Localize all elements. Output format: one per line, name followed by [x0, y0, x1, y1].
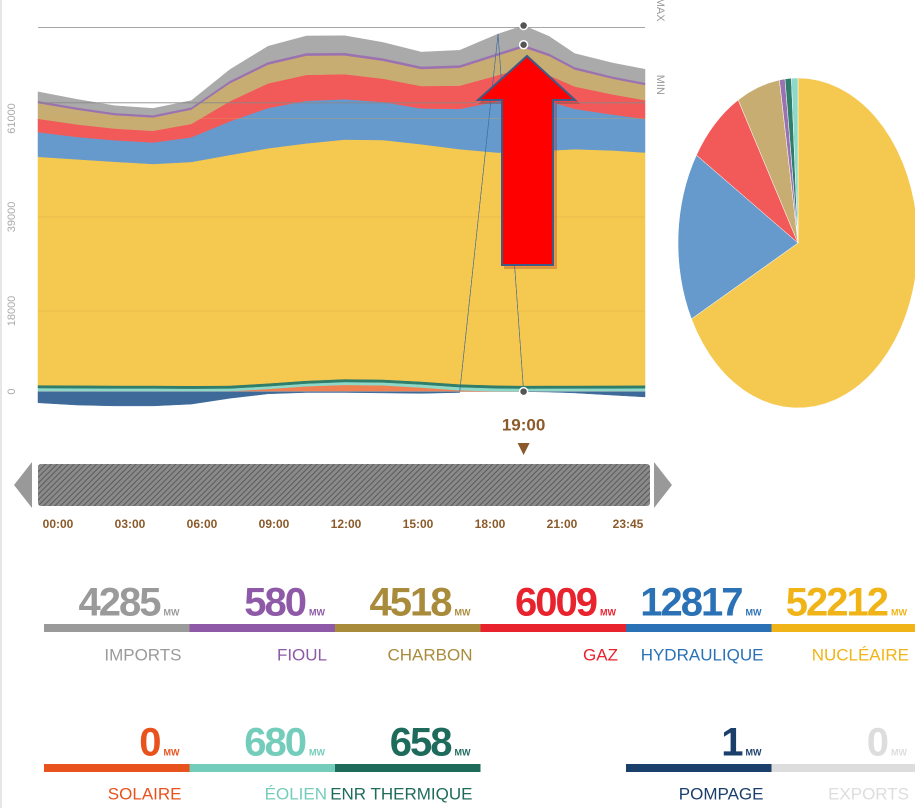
stat-bar	[771, 764, 915, 772]
stat-unit: MW	[455, 607, 471, 617]
cursor-point	[518, 20, 529, 31]
y-tick-label: 39000	[6, 202, 18, 233]
reference-label: MAX	[654, 0, 666, 22]
stat-value: 12817	[640, 581, 742, 625]
stat-name: GAZ	[583, 645, 618, 664]
stat-bar	[44, 624, 190, 632]
area-series	[37, 25, 646, 116]
stat-unit: MW	[309, 607, 325, 617]
stat-bar	[480, 624, 626, 632]
stat-unit: MW	[164, 747, 180, 757]
stats-panel: MW4285IMPORTSMW580FIOULMW4518CHARBONMW60…	[44, 581, 915, 803]
stat-value: 6009	[515, 581, 597, 625]
timeline-right-arrow[interactable]	[654, 462, 672, 508]
stat-bar	[626, 624, 772, 632]
y-tick-label: 61000	[6, 103, 18, 134]
stat-bar	[626, 764, 772, 772]
stat-unit: MW	[746, 747, 762, 757]
timeline-tick-label: 03:00	[115, 517, 146, 531]
timeline-bar[interactable]	[38, 464, 650, 506]
timeline-tick-label: 09:00	[259, 517, 290, 531]
cursor-label: 19:00	[502, 415, 545, 434]
stat-value: 4285	[79, 581, 162, 625]
stat-name: EXPORTS	[828, 784, 909, 803]
stat-value: 580	[244, 581, 305, 625]
stat-name: HYDRAULIQUE	[641, 645, 764, 664]
pie-chart	[677, 77, 915, 409]
cursor-marker	[517, 443, 530, 455]
stat-unit: MW	[600, 607, 616, 617]
stat-value: 0	[139, 721, 160, 765]
stat-unit: MW	[164, 607, 180, 617]
stat-value: 52212	[786, 581, 888, 625]
stat-value: 4518	[370, 581, 453, 625]
stat-unit: MW	[891, 747, 907, 757]
timeline-tick-label: 06:00	[187, 517, 218, 531]
timeline-tick-label: 15:00	[403, 517, 434, 531]
stat-bar	[771, 624, 915, 632]
stat-value: 680	[244, 721, 305, 765]
stat-bar	[335, 624, 481, 632]
stat-unit: MW	[309, 747, 325, 757]
timeline[interactable]: 00:00 03:00 06:00 09:00 12:00 15:00 18:00 21:00…	[14, 462, 672, 531]
stat-unit: MW	[746, 607, 762, 617]
stat-name: NUCLÉAIRE	[812, 645, 909, 664]
stat-unit: MW	[455, 747, 471, 757]
cursor-point	[518, 39, 529, 50]
pie-slice	[791, 77, 799, 244]
stat-name: ÉOLIEN	[265, 784, 327, 803]
timeline-tick-label: 23:45	[613, 517, 644, 531]
stat-name: ENR THERMIQUE	[330, 784, 472, 803]
pie-slice	[691, 77, 915, 409]
stat-name: POMPAGE	[679, 784, 764, 803]
pie-slice	[677, 154, 799, 320]
stat-value: 1	[721, 721, 743, 765]
timeline-tick-label: 12:00	[331, 517, 362, 531]
stat-value: 0	[867, 721, 888, 765]
stat-name: IMPORTS	[104, 645, 181, 664]
area-chart: 0 18000 39000 61000 MAX MIN 19:00	[6, 0, 666, 455]
stat-name: SOLAIRE	[108, 784, 182, 803]
stat-bar	[189, 764, 335, 772]
stat-bar	[44, 764, 190, 772]
reference-label: MIN	[654, 75, 666, 95]
y-tick-label: 0	[6, 389, 18, 395]
timeline-tick-label: 00:00	[43, 517, 74, 531]
cursor-point	[518, 386, 529, 397]
stat-unit: MW	[891, 607, 907, 617]
timeline-left-arrow[interactable]	[14, 462, 32, 508]
stat-bar	[189, 624, 335, 632]
stat-bar	[335, 764, 481, 772]
stat-value: 658	[390, 721, 452, 765]
red-arrow	[475, 54, 581, 269]
y-tick-label: 18000	[6, 296, 18, 327]
stat-name: CHARBON	[387, 645, 472, 664]
timeline-tick-label: 18:00	[475, 517, 506, 531]
timeline-tick-label: 21:00	[547, 517, 578, 531]
stat-name: FIOUL	[277, 645, 327, 664]
